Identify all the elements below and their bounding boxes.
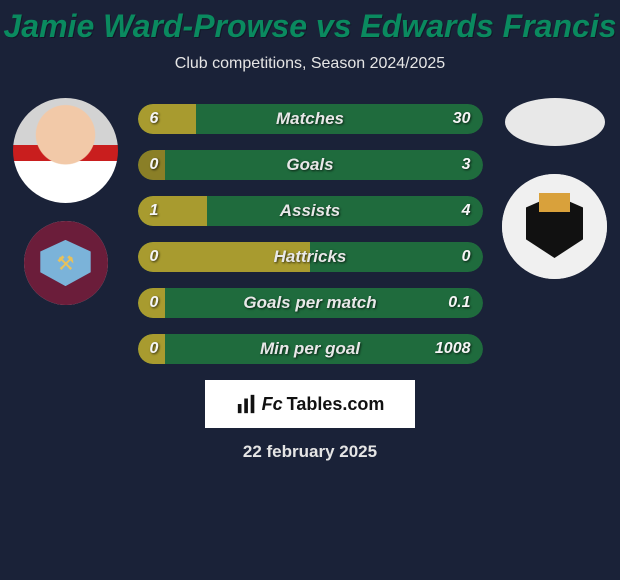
west-ham-crest-icon: ⚒ — [24, 221, 108, 305]
logo-text-fc: Fc — [262, 394, 283, 415]
right-player-column — [497, 98, 612, 279]
stat-row: 00.1Goals per match — [138, 288, 483, 318]
stat-row: 14Assists — [138, 196, 483, 226]
stat-row: 01008Min per goal — [138, 334, 483, 364]
stat-label: Hattricks — [138, 242, 483, 272]
generic-crest-icon — [502, 174, 607, 279]
comparison-content: ⚒ 630Matches 03Goals 14Assists 00Hattricks 0… — [0, 98, 620, 364]
date-text: 22 february 2025 — [0, 442, 620, 462]
player-left-avatar — [13, 98, 118, 203]
stat-label: Assists — [138, 196, 483, 226]
player-headshot-icon — [13, 98, 118, 203]
player-right-avatar — [505, 98, 605, 146]
player-left-club-crest: ⚒ — [24, 221, 108, 305]
player-right-club-crest — [502, 174, 607, 279]
stat-label: Goals — [138, 150, 483, 180]
left-player-column: ⚒ — [8, 98, 123, 305]
stat-label: Matches — [138, 104, 483, 134]
stat-row: 630Matches — [138, 104, 483, 134]
fctables-logo: FcTables.com — [205, 380, 415, 428]
stats-bars: 630Matches 03Goals 14Assists 00Hattricks 00.… — [138, 98, 483, 364]
stat-label: Goals per match — [138, 288, 483, 318]
stat-row: 00Hattricks — [138, 242, 483, 272]
page-title: Jamie Ward-Prowse vs Edwards Francis — [0, 0, 620, 45]
stat-label: Min per goal — [138, 334, 483, 364]
stat-row: 03Goals — [138, 150, 483, 180]
chart-bars-icon — [236, 393, 258, 415]
hammers-icon: ⚒ — [57, 251, 75, 276]
subtitle: Club competitions, Season 2024/2025 — [0, 55, 620, 73]
logo-text-tables: Tables.com — [287, 394, 385, 415]
